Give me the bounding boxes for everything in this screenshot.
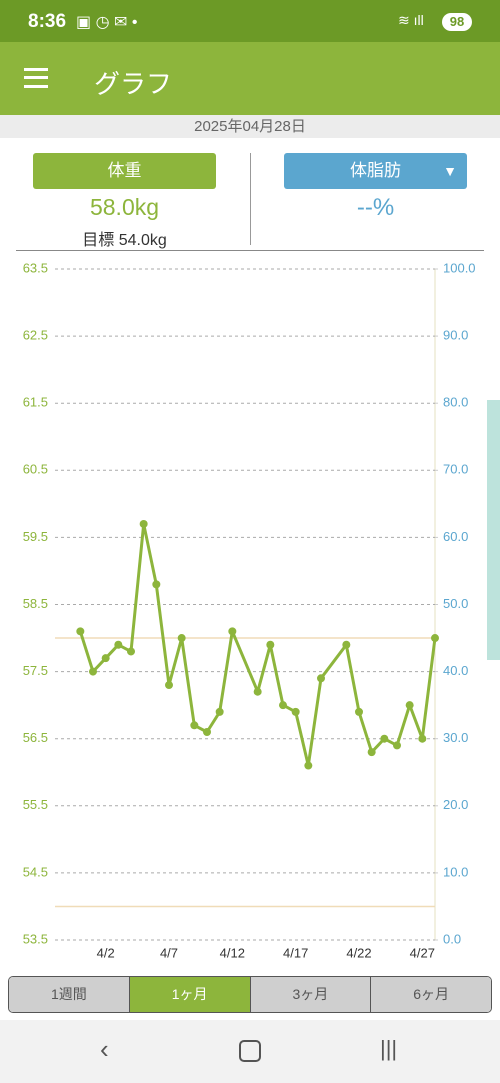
data-point (228, 627, 237, 636)
data-point (177, 634, 186, 643)
x-tick-label: 4/12 (220, 945, 245, 960)
data-point (152, 580, 161, 589)
data-point (215, 707, 224, 716)
y2-tick-label: 60.0 (443, 529, 468, 544)
y2-tick-label: 70.0 (443, 462, 468, 477)
home-button[interactable] (239, 1040, 261, 1062)
x-tick-label: 4/17 (283, 945, 308, 960)
y2-tick-label: 100.0 (443, 260, 476, 275)
data-point (279, 701, 287, 710)
app-bar: グラフ (0, 42, 500, 115)
data-point (101, 654, 110, 663)
dropdown-arrow: ▼ (443, 163, 457, 179)
data-point (291, 707, 300, 716)
battery: 98 (442, 13, 472, 31)
data-point (418, 734, 427, 743)
panel-divider (250, 153, 251, 245)
y-tick-label: 57.5 (23, 663, 48, 678)
weight-value: 58.0kg (89, 194, 160, 220)
data-point (431, 634, 439, 643)
nav-bar: ‹ ||| (0, 1020, 500, 1083)
period-tabs: 1週間 1ヶ月 3ヶ月 6ヶ月 (8, 976, 492, 1013)
panel-rule (16, 250, 484, 251)
recents-button[interactable]: ||| (380, 1036, 398, 1061)
fat-value: --% (356, 194, 395, 221)
y-tick-label: 61.5 (23, 395, 48, 410)
period-tab[interactable]: 1週間 (9, 977, 129, 1012)
data-point (367, 748, 376, 757)
y-tick-label: 59.5 (23, 529, 48, 544)
data-point (342, 640, 351, 649)
data-point (203, 727, 211, 736)
y2-tick-label: 20.0 (443, 797, 468, 812)
data-point (304, 761, 313, 770)
scroll-indicator (487, 400, 500, 660)
menu-button[interactable] (24, 68, 48, 88)
period-tab[interactable]: 3ヶ月 (249, 977, 371, 1012)
data-point (127, 647, 135, 656)
date-bar: 2025年04月28日 (0, 115, 500, 138)
x-tick-label: 4/27 (410, 945, 435, 960)
y2-tick-label: 80.0 (443, 395, 468, 410)
data-point (139, 519, 148, 528)
data-point (317, 674, 325, 683)
y-tick-label: 54.5 (23, 864, 48, 879)
y-tick-label: 62.5 (23, 328, 48, 343)
y2-tick-label: 30.0 (443, 730, 468, 745)
fat-button-label: 体脂肪 (350, 161, 401, 180)
data-point (165, 681, 173, 690)
y2-tick-label: 50.0 (443, 596, 468, 611)
y-tick-label: 63.5 (23, 260, 48, 275)
x-tick-label: 4/2 (97, 945, 115, 960)
period-tab[interactable]: 1ヶ月 (128, 977, 250, 1012)
x-tick-label: 4/7 (160, 945, 178, 960)
data-point (114, 640, 123, 649)
data-point (190, 721, 199, 730)
status-icons: ▣ ◷ ✉ • (76, 14, 138, 31)
clock: 8:36 (28, 11, 67, 32)
signal-icons: ≋ ıll (398, 12, 424, 28)
y-tick-label: 58.5 (23, 596, 48, 611)
data-point (380, 734, 389, 743)
data-line (78, 522, 437, 767)
data-point (405, 701, 414, 710)
x-tick-label: 4/22 (346, 945, 371, 960)
y-tick-label: 53.5 (23, 931, 48, 946)
chart: 53.5 54.5 55.5 56.5 57.5 58.5 59.5 60.5 61.5 62.5… (23, 260, 476, 960)
data-point (253, 687, 262, 696)
weight-button[interactable]: 体重 (33, 153, 216, 189)
y2-tick-label: 40.0 (443, 663, 468, 678)
y2-tick-label: 0.0 (443, 931, 461, 946)
y2-tick-label: 10.0 (443, 864, 468, 879)
y-tick-label: 55.5 (23, 797, 48, 812)
y2-tick-label: 90.0 (443, 328, 468, 343)
status-bar: 8:36 ▣ ◷ ✉ • ≋ ıll 98 (0, 0, 500, 42)
back-button[interactable]: ‹ (100, 1034, 109, 1064)
data-point (393, 741, 401, 750)
fat-button[interactable]: 体脂肪 ▼ (284, 153, 467, 189)
y-tick-label: 60.5 (23, 462, 48, 477)
y-tick-label: 56.5 (23, 730, 48, 745)
data-point (266, 640, 275, 649)
period-tab[interactable]: 6ヶ月 (370, 977, 491, 1012)
app-title: グラフ (94, 69, 173, 99)
data-point (76, 627, 85, 636)
data-point (355, 707, 363, 716)
weight-goal: 目標 54.0kg (82, 232, 167, 249)
data-point (89, 667, 97, 676)
